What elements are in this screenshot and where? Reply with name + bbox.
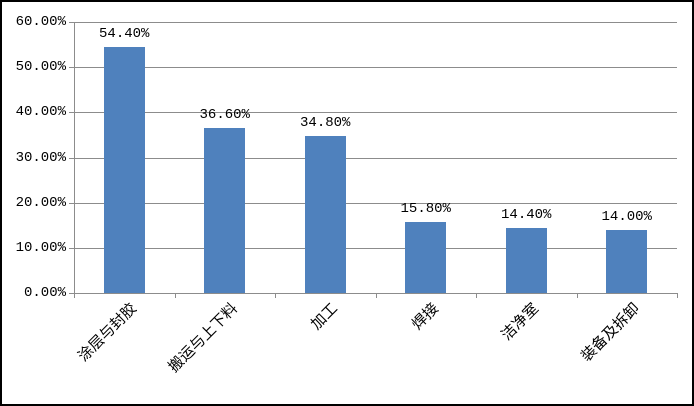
bar-value-label: 36.60% [199,106,250,123]
y-axis-tick [69,202,74,204]
y-tick-label: 20.00% [15,194,66,211]
bar-装备及拆卸 [606,229,648,293]
bar-value-label: 34.80% [300,114,351,131]
gridline-50.00% [74,67,677,69]
gridline-30.00% [74,157,677,159]
bar-搬运与上下料 [204,127,246,293]
y-tick-label: 50.00% [15,59,66,76]
y-tick-label: 60.00% [15,14,66,30]
bar-value-label: 54.40% [99,26,150,43]
x-axis-tick [576,293,578,298]
x-axis-tick [375,293,377,298]
y-axis-tick [69,157,74,159]
category-label: 洁净室 [497,299,543,344]
category-label: 焊接 [407,299,442,334]
gridline-20.00% [74,202,677,204]
y-axis-line [74,22,75,293]
x-axis-tick [476,293,477,298]
x-axis-tick [677,293,678,298]
bar-加工 [304,135,346,293]
category-label: 搬运与上下料 [164,299,241,376]
gridline-40.00% [74,112,677,114]
bar-value-label: 14.00% [601,208,652,225]
y-axis-tick [69,22,74,23]
bar-洁净室 [505,227,547,293]
category-label: 涂层与封胶 [74,299,141,366]
x-axis-tick [174,293,176,298]
y-axis-tick [69,112,74,114]
y-tick-label: 0.00% [23,285,66,301]
bar-焊接 [405,221,447,293]
gridline-60.00% [74,22,677,23]
plot-area [74,22,677,294]
gridline-10.00% [74,247,677,249]
x-axis-tick [74,293,75,298]
category-label: 加工 [307,299,342,334]
y-axis-tick [69,247,74,249]
y-axis-tick [69,293,74,294]
bar-value-label: 15.80% [400,200,451,217]
y-tick-label: 40.00% [15,104,66,121]
y-axis-tick [69,67,74,69]
bar-value-label: 14.40% [501,206,552,223]
y-tick-label: 30.00% [15,149,66,166]
category-label: 装备及拆卸 [576,299,643,366]
x-axis-tick [275,293,276,298]
y-tick-label: 10.00% [15,239,66,256]
bar-涂层与封胶 [103,47,145,293]
